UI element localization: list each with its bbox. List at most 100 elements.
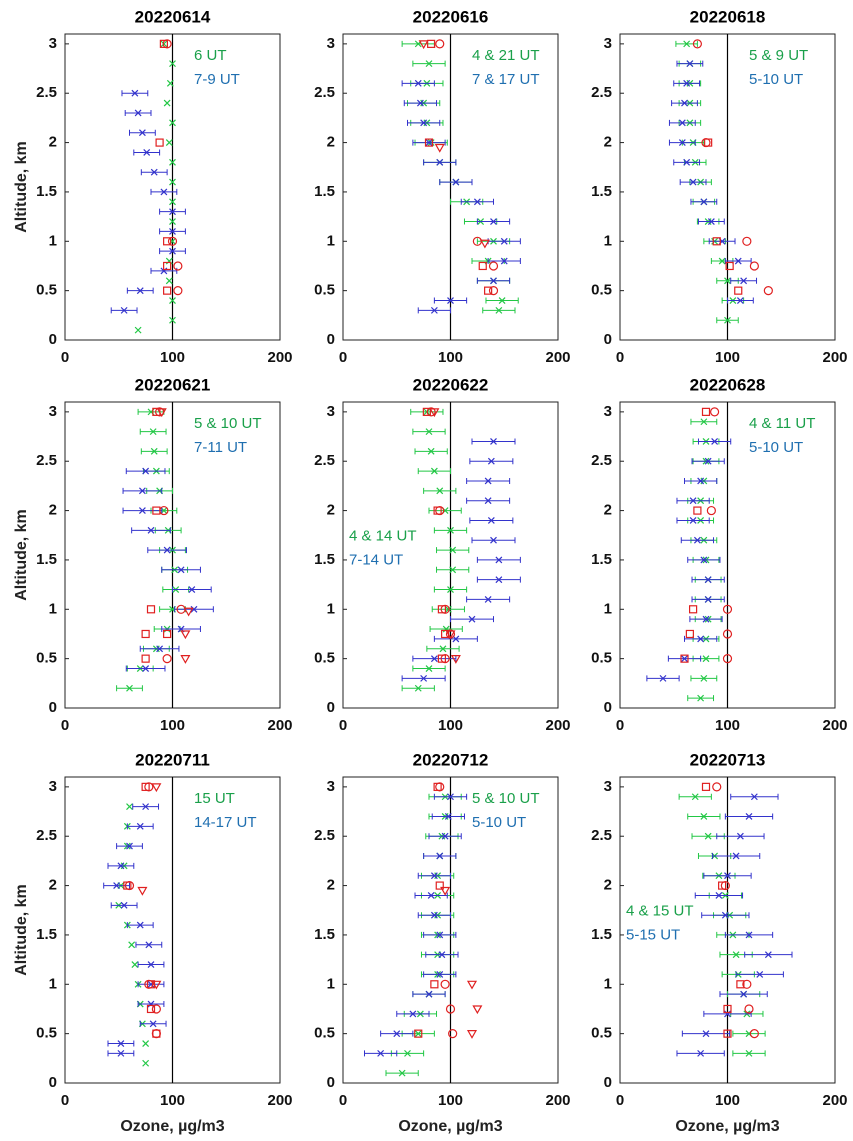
y-tick-label: 2 [49, 502, 57, 519]
legend-entry: 4 & 21 UT [472, 47, 540, 64]
point [701, 407, 711, 416]
point [398, 1069, 406, 1077]
point [160, 40, 168, 48]
x-tick-label: 100 [438, 1092, 463, 1109]
point [150, 447, 158, 455]
y-tick-label: 3 [327, 403, 335, 420]
point [693, 536, 701, 544]
point [450, 655, 461, 664]
point [707, 218, 715, 225]
point [734, 257, 742, 265]
point [126, 684, 133, 692]
point [745, 1049, 753, 1057]
y-tick-label: 3 [604, 35, 612, 52]
point [693, 506, 702, 515]
x-tick-label: 100 [160, 1092, 185, 1109]
point [448, 1029, 458, 1039]
x-tick-label: 0 [61, 717, 69, 734]
point [142, 1059, 150, 1067]
point [144, 782, 154, 792]
point [169, 297, 176, 304]
point [734, 286, 743, 295]
point [697, 694, 705, 702]
point [142, 803, 150, 811]
point [495, 306, 503, 314]
point [490, 277, 497, 285]
point [439, 645, 447, 653]
point [138, 487, 146, 495]
point [472, 1005, 483, 1015]
point [425, 428, 433, 436]
point [124, 880, 135, 891]
point [414, 79, 422, 87]
y-tick-label: 0.5 [36, 650, 57, 667]
point [159, 39, 168, 48]
point [173, 286, 183, 296]
point [689, 178, 697, 186]
y-tick-label: 2 [49, 134, 57, 151]
point [697, 1049, 705, 1057]
point [151, 980, 162, 990]
y-tick-label: 2 [604, 502, 612, 519]
point [180, 655, 191, 664]
point [435, 782, 445, 792]
point [440, 654, 450, 664]
point [151, 783, 162, 793]
y-tick-label: 2.5 [591, 452, 612, 469]
point [436, 852, 444, 860]
x-tick-label: 100 [160, 717, 185, 734]
x-tick-label: 0 [616, 1092, 624, 1109]
point [724, 872, 731, 880]
point [436, 487, 444, 495]
point [436, 158, 444, 166]
point [425, 990, 433, 998]
point [484, 497, 492, 505]
point [141, 782, 150, 791]
panel-title: 20220622 [413, 375, 489, 394]
y-tick-label: 2.5 [314, 452, 335, 469]
point [430, 911, 438, 919]
point [136, 822, 144, 830]
point [689, 497, 697, 505]
point [131, 89, 139, 97]
point [732, 852, 740, 860]
point [484, 286, 493, 295]
y-tick-label: 2.5 [36, 827, 57, 844]
y-tick-label: 1 [604, 600, 612, 617]
point [141, 629, 150, 639]
point [745, 813, 753, 820]
point [160, 188, 168, 196]
point [722, 629, 733, 639]
x-tick-label: 0 [61, 349, 69, 366]
legend-entry: 4 & 15 UT [626, 903, 694, 920]
y-tick-label: 3 [49, 403, 57, 420]
point [141, 654, 150, 663]
x-tick-label: 200 [822, 349, 847, 366]
y-tick-label: 0 [49, 331, 57, 348]
point [449, 546, 457, 554]
point [424, 138, 434, 147]
y-tick-label: 1 [49, 975, 57, 992]
point [436, 931, 444, 939]
point [144, 979, 154, 989]
point [749, 261, 759, 271]
point [169, 247, 176, 255]
point [449, 566, 457, 574]
point [126, 842, 133, 850]
y-tick-label: 0 [604, 331, 612, 348]
point [689, 517, 697, 524]
point [715, 892, 723, 899]
point [704, 576, 712, 584]
x-tick-label: 0 [61, 1092, 69, 1109]
point [156, 645, 164, 653]
point [440, 886, 451, 896]
legend-entry: 14-17 UT [194, 814, 257, 831]
point [146, 1004, 156, 1014]
point [435, 881, 444, 890]
point [169, 119, 176, 127]
point [414, 684, 422, 692]
point [749, 1029, 759, 1039]
point [136, 287, 144, 295]
point [692, 39, 703, 49]
point [427, 39, 436, 48]
